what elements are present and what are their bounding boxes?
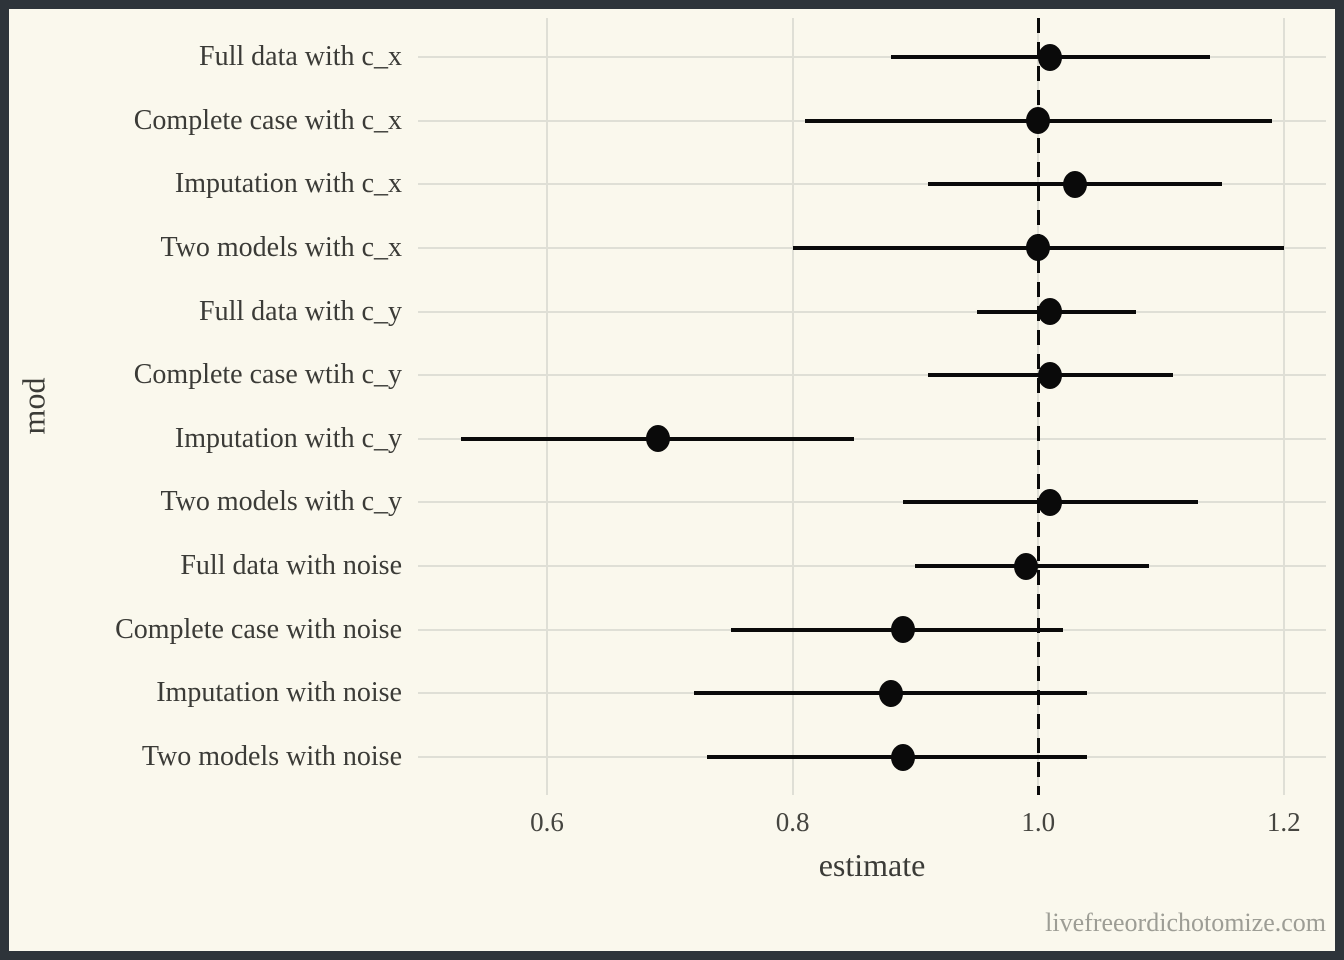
- y-axis-category-label: Complete case with noise: [115, 613, 402, 645]
- estimate-point: [1038, 488, 1063, 516]
- y-axis-category-label: Full data with c_x: [199, 41, 402, 72]
- plot-panel: [418, 18, 1326, 795]
- x-axis-tick-label: 0.8: [775, 807, 810, 837]
- estimate-point: [891, 616, 916, 644]
- y-axis-category-label: Two models with c_y: [160, 486, 402, 518]
- gridline-horizontal: [418, 565, 1326, 568]
- estimate-point: [1038, 43, 1063, 71]
- y-axis-category-label: Complete case wtih c_y: [133, 359, 402, 391]
- estimate-point: [1026, 234, 1051, 262]
- x-axis-tick-label: 1.2: [1266, 807, 1301, 837]
- y-axis-category-label: Imputation with c_y: [174, 422, 402, 454]
- watermark: livefreeordichotomize.com: [1045, 908, 1326, 937]
- y-axis-category-label: Complete case with c_x: [133, 104, 402, 136]
- estimate-point: [1013, 552, 1038, 580]
- estimate-point: [1063, 170, 1088, 198]
- gridline-vertical: [791, 18, 794, 795]
- y-axis-title-text: mod: [15, 377, 52, 435]
- estimate-point: [1026, 107, 1051, 135]
- estimate-point: [1038, 361, 1063, 389]
- estimate-point: [891, 743, 916, 771]
- y-axis-category-label: Imputation with c_x: [174, 168, 402, 200]
- gridline-vertical: [1282, 18, 1285, 795]
- y-axis-category-label: Two models with c_x: [160, 231, 402, 263]
- y-axis-category-label: Full data with c_y: [199, 295, 402, 327]
- estimate-point: [645, 425, 670, 453]
- y-axis-category-label: Imputation with noise: [156, 677, 402, 709]
- gridline-horizontal: [418, 374, 1326, 377]
- gridline-horizontal: [418, 310, 1326, 313]
- gridline-horizontal: [418, 501, 1326, 504]
- gridline-horizontal: [418, 437, 1326, 440]
- x-axis-tick-label: 1.0: [1021, 807, 1056, 837]
- x-axis-title: estimate: [818, 847, 926, 883]
- gridline-horizontal: [418, 56, 1326, 58]
- estimate-point: [878, 679, 903, 707]
- gridline-horizontal: [418, 183, 1326, 186]
- y-axis-category-label: Full data with noise: [180, 550, 402, 582]
- x-axis-tick-label: 0.6: [530, 807, 564, 837]
- reference-line: [1036, 18, 1040, 795]
- gridline-vertical: [546, 18, 548, 795]
- y-axis-category-label: Two models with noise: [141, 741, 402, 773]
- estimate-point: [1038, 298, 1063, 326]
